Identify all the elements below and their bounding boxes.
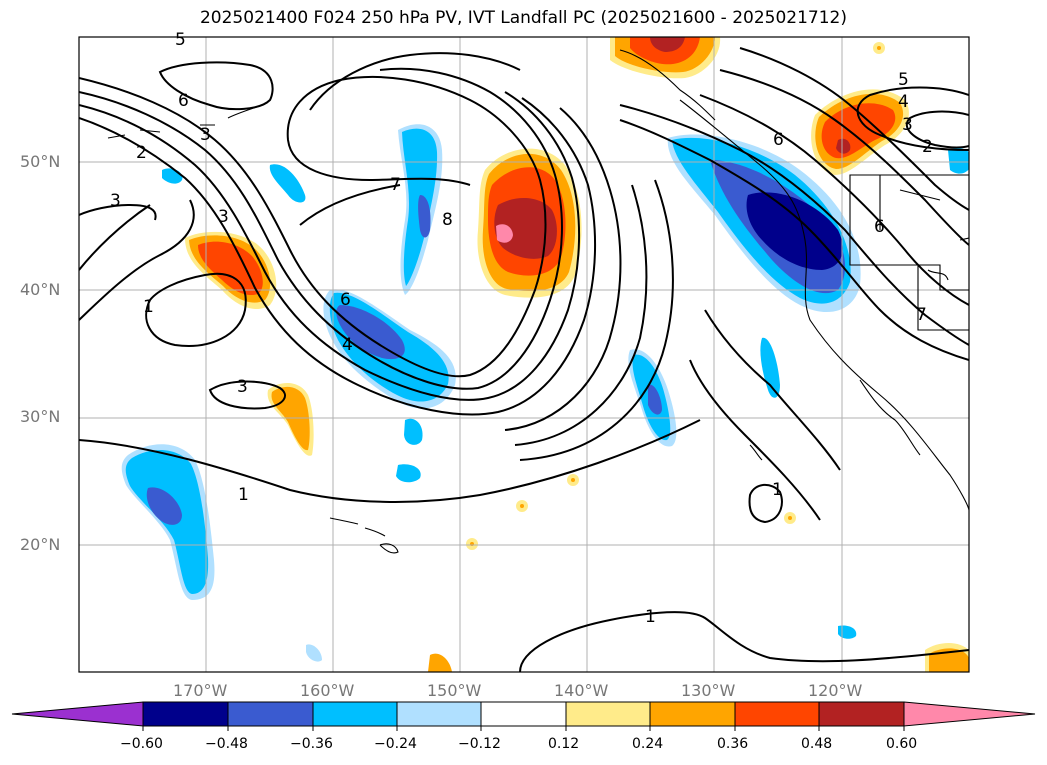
- colorbar-tick: −0.12: [458, 736, 501, 752]
- svg-text:6: 6: [773, 130, 784, 150]
- lon-label-130w: 130°W: [681, 681, 736, 700]
- svg-text:1: 1: [143, 297, 154, 317]
- colorbar-bin-8: [818, 701, 905, 727]
- plot-frame: [78, 36, 970, 673]
- svg-text:4: 4: [342, 335, 353, 355]
- contour-labels: 5 6 3 2 3 3 1 7 8 6 4 3 1 1 1 6 5 4 3 2 …: [110, 30, 933, 627]
- svg-text:3: 3: [110, 191, 121, 211]
- lon-label-170w: 170°W: [173, 681, 228, 700]
- svg-text:6: 6: [340, 290, 351, 310]
- lon-label-150w: 150°W: [427, 681, 482, 700]
- colorbar-tick: −0.48: [205, 736, 248, 752]
- colorbar-tick: −0.24: [374, 736, 417, 752]
- pv-contours: [79, 47, 969, 672]
- svg-text:8: 8: [442, 210, 453, 230]
- colorbar-bin-0: [142, 701, 229, 727]
- svg-text:7: 7: [916, 305, 927, 325]
- colorbar-bin-3: [396, 701, 482, 727]
- lon-label-120w: 120°W: [808, 681, 863, 700]
- colorbar: [11, 701, 1036, 731]
- svg-text:4: 4: [898, 92, 909, 112]
- colorbar-tick: 0.36: [717, 736, 749, 752]
- colorbar-bin-7: [734, 701, 820, 727]
- svg-text:6: 6: [874, 217, 885, 237]
- svg-text:3: 3: [237, 377, 248, 397]
- colorbar-tick: 0.60: [886, 736, 918, 752]
- svg-text:5: 5: [898, 70, 909, 90]
- svg-text:7: 7: [390, 175, 401, 195]
- plot-title: 2025021400 F024 250 hPa PV, IVT Landfall…: [199, 8, 847, 28]
- colorbar-tick: −0.60: [120, 736, 163, 752]
- svg-text:3: 3: [218, 207, 229, 227]
- svg-text:1: 1: [238, 485, 249, 505]
- lat-label-50n: 50°N: [20, 152, 61, 171]
- svg-text:2: 2: [922, 137, 933, 157]
- svg-text:5: 5: [175, 30, 186, 50]
- lat-label-30n: 30°N: [20, 407, 61, 426]
- lat-label-40n: 40°N: [20, 280, 61, 299]
- colorbar-tick: 0.48: [801, 736, 833, 752]
- colorbar-tick: −0.36: [290, 736, 333, 752]
- lon-label-140w: 140°W: [554, 681, 609, 700]
- colorbar-tick: 0.24: [632, 736, 664, 752]
- svg-text:3: 3: [200, 125, 211, 145]
- ivt-shading: [121, 37, 969, 672]
- colorbar-tick: 0.12: [548, 736, 580, 752]
- svg-text:1: 1: [645, 607, 656, 627]
- colorbar-max-extend: [903, 701, 1036, 727]
- gridlines: [79, 37, 969, 672]
- lat-label-20n: 20°N: [20, 535, 61, 554]
- svg-text:2: 2: [136, 143, 147, 163]
- colorbar-bin-1: [227, 701, 314, 727]
- colorbar-bin-4: [480, 701, 567, 727]
- svg-text:1: 1: [772, 480, 783, 500]
- colorbar-bin-2: [312, 701, 398, 727]
- svg-text:6: 6: [178, 91, 189, 111]
- lon-label-160w: 160°W: [300, 681, 355, 700]
- colorbar-min-extend: [11, 701, 144, 727]
- svg-text:3: 3: [902, 115, 913, 135]
- colorbar-bin-5: [565, 701, 651, 727]
- colorbar-bin-6: [649, 701, 736, 727]
